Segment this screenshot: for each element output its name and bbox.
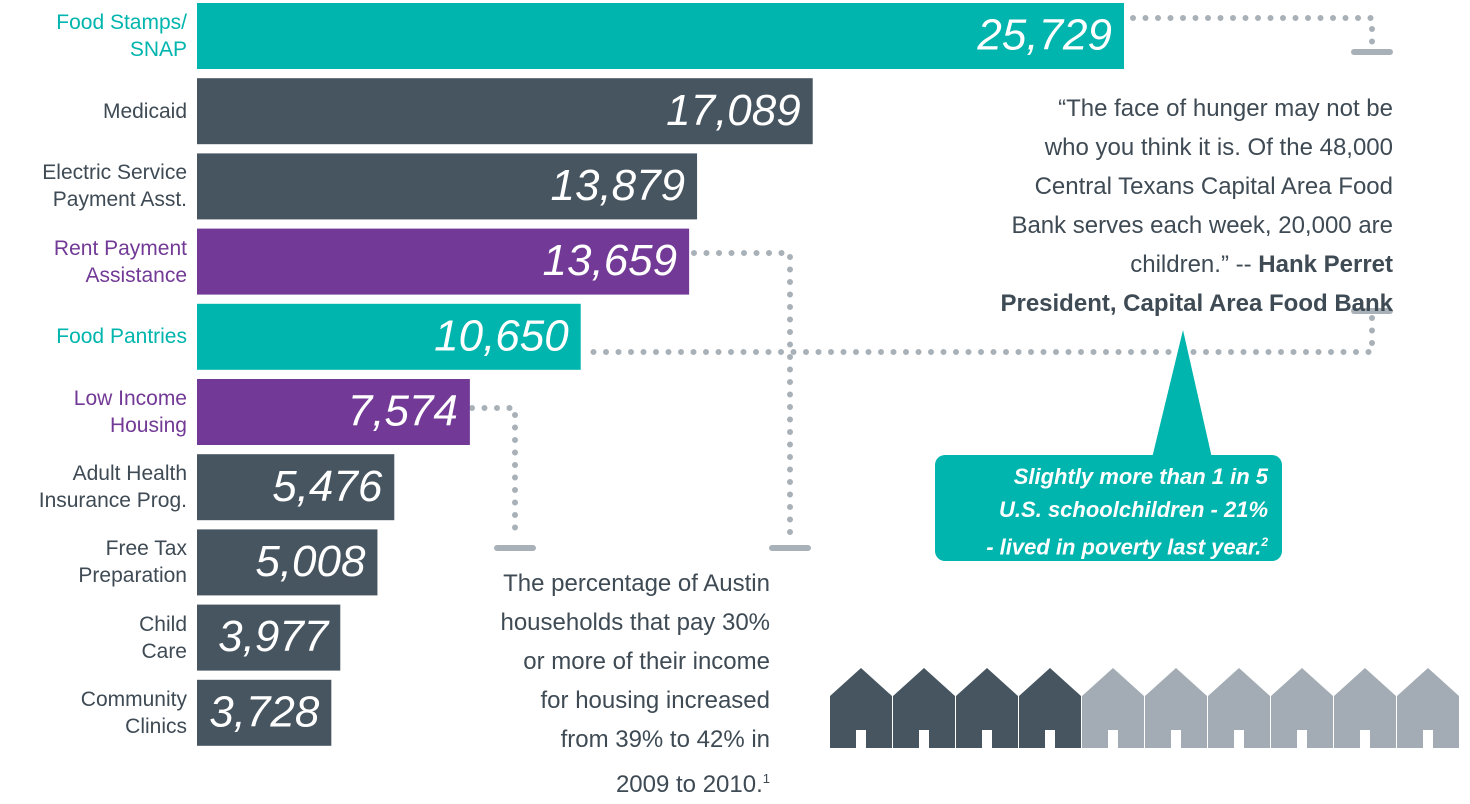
value-label: 7,574: [348, 387, 458, 436]
bar: [197, 303, 581, 370]
category-label: Adult Health Insurance Prog.: [38, 462, 187, 513]
house-icon: [1334, 668, 1396, 748]
quote: “The face of hunger may not be who you t…: [1000, 89, 1393, 323]
bar: [197, 3, 1124, 69]
poverty-callout: Slightly more than 1 in 5 U.S. schoolchi…: [986, 460, 1268, 563]
house-icons: [830, 668, 1459, 748]
category-label: Child Care: [139, 612, 187, 663]
category-label: Community Clinics: [80, 687, 187, 738]
house-icon: [1271, 668, 1333, 748]
bar: [197, 228, 690, 295]
value-label: 10,650: [434, 311, 569, 360]
page: {"chart_data": { "type": "bar", "orienta…: [38, 3, 1459, 798]
bar: [197, 604, 341, 671]
category-label: Electric Service Payment Asst.: [42, 161, 187, 212]
quote-title: President, Capital Area Food Bank: [1000, 290, 1393, 317]
connector: [583, 315, 1375, 355]
bar: [197, 679, 332, 746]
infographic: 25,729 17,089 13,879 13,659 10,650 7,574 5,476…: [38, 3, 1459, 798]
bar: [197, 379, 470, 445]
callout-box: [935, 455, 1282, 561]
house-icon: [1397, 668, 1459, 748]
quote-name: Hank Perret: [1258, 251, 1393, 278]
bar: [197, 78, 813, 145]
value-label: 3,977: [218, 612, 330, 661]
quote-text: “The face of hunger may not be who you t…: [1011, 95, 1393, 278]
category-label: Food Stamps/ SNAP: [56, 11, 187, 61]
connector: [691, 250, 793, 543]
value-label: 17,089: [666, 86, 801, 135]
category-label: Free Tax Preparation: [78, 537, 187, 588]
housing-note: The percentage of Austin households that…: [500, 564, 770, 804]
house-icon: [1145, 668, 1207, 748]
house-icon: [1019, 668, 1081, 748]
footnote-mark: 2: [1261, 535, 1268, 549]
value-label: 5,008: [255, 537, 366, 586]
footnote-mark: 1: [762, 771, 770, 786]
value-label: 13,659: [543, 236, 678, 285]
bar: [197, 153, 698, 220]
chart: 25,729 17,089 13,879 13,659 10,650 7,574 5,476…: [197, 3, 1459, 748]
connector: [1130, 15, 1375, 49]
housing-note-text: The percentage of Austin households that…: [500, 570, 770, 798]
bar: [197, 454, 395, 521]
bar: [197, 529, 378, 596]
house-icon: [1208, 668, 1270, 748]
category-label: Food Pantries: [56, 325, 187, 349]
callout-text: Slightly more than 1 in 5 U.S. schoolchi…: [986, 464, 1268, 560]
house-icon: [956, 668, 1018, 748]
category-label: Medicaid: [102, 99, 187, 123]
connector: [469, 405, 518, 543]
house-icon: [893, 668, 955, 748]
callout-pointer: [1152, 330, 1212, 458]
value-label: 13,879: [550, 161, 685, 210]
category-label: Low Income Housing: [73, 387, 187, 437]
value-label: 3,728: [209, 687, 320, 736]
house-icon: [830, 668, 892, 748]
value-label: 25,729: [976, 11, 1112, 60]
value-label: 5,476: [272, 462, 383, 511]
house-icon: [1082, 668, 1144, 748]
category-label: Rent Payment Assistance: [53, 236, 187, 287]
